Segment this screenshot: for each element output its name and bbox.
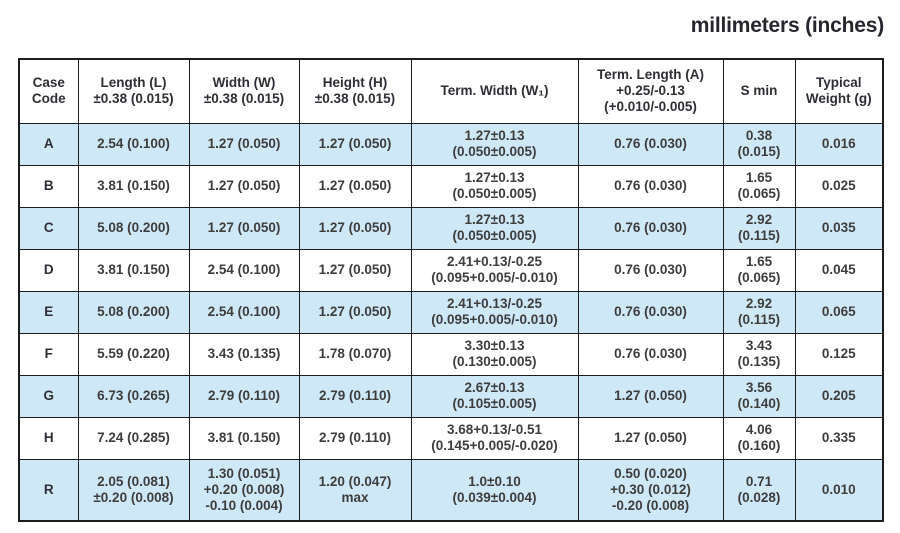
term-width-cell: 2.41+0.13/-0.25 (0.095+0.005/-0.010) [410,248,579,292]
case-code-cell: H [18,416,79,460]
s-min-cell: 3.43 (0.135) [722,332,796,376]
term-width-cell: 2.67±0.13 (0.105±0.005) [410,374,579,418]
term-length-cell: 0.76 (0.030) [577,332,724,376]
case-code-cell: A [18,122,79,166]
header-row: Case Code Length (L) ±0.38 (0.015) Width… [18,58,884,124]
width-cell: 2.54 (0.100) [188,248,300,292]
width-cell: 1.27 (0.050) [188,206,300,250]
header-length: Length (L) ±0.38 (0.015) [77,58,190,124]
case-dimensions-table: Case Code Length (L) ±0.38 (0.015) Width… [18,58,884,522]
table-row-h: H 7.24 (0.285) 3.81 (0.150) 2.79 (0.110)… [18,416,884,460]
width-cell: 2.79 (0.110) [188,374,300,418]
width-cell: 1.30 (0.051) +0.20 (0.008) -0.10 (0.004) [188,458,300,522]
weight-cell: 0.205 [794,374,884,418]
term-width-cell: 3.68+0.13/-0.51 (0.145+0.005/-0.020) [410,416,579,460]
table-row-r: R 2.05 (0.081) ±0.20 (0.008) 1.30 (0.051… [18,458,884,522]
term-width-cell: 2.41+0.13/-0.25 (0.095+0.005/-0.010) [410,290,579,334]
length-cell: 2.54 (0.100) [77,122,190,166]
table-row-b: B 3.81 (0.150) 1.27 (0.050) 1.27 (0.050)… [18,164,884,208]
case-code-cell: E [18,290,79,334]
weight-cell: 0.016 [794,122,884,166]
weight-cell: 0.335 [794,416,884,460]
term-width-cell: 1.0±0.10 (0.039±0.004) [410,458,579,522]
height-cell: 1.27 (0.050) [298,206,412,250]
width-cell: 3.43 (0.135) [188,332,300,376]
height-cell: 1.27 (0.050) [298,164,412,208]
s-min-cell: 2.92 (0.115) [722,206,796,250]
header-typical-weight: Typical Weight (g) [794,58,884,124]
height-cell: 1.27 (0.050) [298,290,412,334]
s-min-cell: 4.06 (0.160) [722,416,796,460]
table-row-a: A 2.54 (0.100) 1.27 (0.050) 1.27 (0.050)… [18,122,884,166]
length-cell: 5.08 (0.200) [77,206,190,250]
term-width-cell: 3.30±0.13 (0.130±0.005) [410,332,579,376]
width-cell: 1.27 (0.050) [188,122,300,166]
height-cell: 1.20 (0.047) max [298,458,412,522]
term-length-cell: 0.76 (0.030) [577,206,724,250]
length-cell: 6.73 (0.265) [77,374,190,418]
height-cell: 1.27 (0.050) [298,122,412,166]
header-term-width: Term. Width (W₁) [410,58,579,124]
term-length-cell: 0.76 (0.030) [577,290,724,334]
table-row-g: G 6.73 (0.265) 2.79 (0.110) 2.79 (0.110)… [18,374,884,418]
header-case-code: Case Code [18,58,79,124]
weight-cell: 0.125 [794,332,884,376]
height-cell: 1.27 (0.050) [298,248,412,292]
s-min-cell: 1.65 (0.065) [722,248,796,292]
case-code-cell: D [18,248,79,292]
term-length-cell: 0.76 (0.030) [577,122,724,166]
width-cell: 1.27 (0.050) [188,164,300,208]
term-width-cell: 1.27±0.13 (0.050±0.005) [410,122,579,166]
table-row-c: C 5.08 (0.200) 1.27 (0.050) 1.27 (0.050)… [18,206,884,250]
header-term-length: Term. Length (A) +0.25/-0.13 (+0.010/-0.… [577,58,724,124]
term-width-cell: 1.27±0.13 (0.050±0.005) [410,206,579,250]
height-cell: 1.78 (0.070) [298,332,412,376]
length-cell: 7.24 (0.285) [77,416,190,460]
term-length-cell: 0.76 (0.030) [577,248,724,292]
term-length-cell: 1.27 (0.050) [577,416,724,460]
term-length-cell: 0.50 (0.020) +0.30 (0.012) -0.20 (0.008) [577,458,724,522]
weight-cell: 0.010 [794,458,884,522]
weight-cell: 0.035 [794,206,884,250]
term-width-cell: 1.27±0.13 (0.050±0.005) [410,164,579,208]
table-row-f: F 5.59 (0.220) 3.43 (0.135) 1.78 (0.070)… [18,332,884,376]
height-cell: 2.79 (0.110) [298,416,412,460]
length-cell: 2.05 (0.081) ±0.20 (0.008) [77,458,190,522]
weight-cell: 0.025 [794,164,884,208]
case-code-cell: F [18,332,79,376]
term-length-cell: 1.27 (0.050) [577,374,724,418]
term-length-cell: 0.76 (0.030) [577,164,724,208]
width-cell: 3.81 (0.150) [188,416,300,460]
header-height: Height (H) ±0.38 (0.015) [298,58,412,124]
case-code-cell: R [18,458,79,522]
case-code-cell: C [18,206,79,250]
height-cell: 2.79 (0.110) [298,374,412,418]
s-min-cell: 3.56 (0.140) [722,374,796,418]
s-min-cell: 2.92 (0.115) [722,290,796,334]
s-min-cell: 0.71 (0.028) [722,458,796,522]
units-title: millimeters (inches) [690,14,884,37]
s-min-cell: 1.65 (0.065) [722,164,796,208]
length-cell: 5.08 (0.200) [77,290,190,334]
length-cell: 3.81 (0.150) [77,248,190,292]
header-s-min: S min [722,58,796,124]
weight-cell: 0.065 [794,290,884,334]
s-min-cell: 0.38 (0.015) [722,122,796,166]
width-cell: 2.54 (0.100) [188,290,300,334]
case-code-cell: B [18,164,79,208]
length-cell: 5.59 (0.220) [77,332,190,376]
header-width: Width (W) ±0.38 (0.015) [188,58,300,124]
table-row-d: D 3.81 (0.150) 2.54 (0.100) 1.27 (0.050)… [18,248,884,292]
table-row-e: E 5.08 (0.200) 2.54 (0.100) 1.27 (0.050)… [18,290,884,334]
case-code-cell: G [18,374,79,418]
weight-cell: 0.045 [794,248,884,292]
length-cell: 3.81 (0.150) [77,164,190,208]
